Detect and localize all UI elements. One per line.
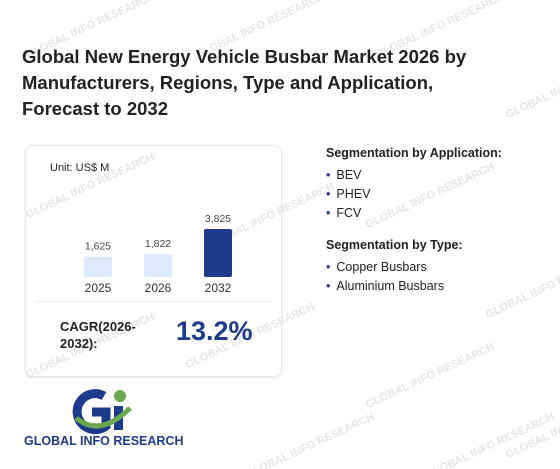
separator <box>36 301 271 302</box>
unit: Unit: US$ M <box>50 162 110 174</box>
segment-item: BEV <box>326 168 502 182</box>
watermark: GLOBAL INFO RESEARCH <box>244 410 377 469</box>
bar <box>204 229 232 277</box>
market-card: Unit: US$ M 1,625 2025 1,822 2026 3,825 2032 … <box>25 145 282 377</box>
segment-item: PHEV <box>326 187 502 201</box>
segment-item: FCV <box>326 206 502 220</box>
segment-heading: Segmentation by Application: <box>326 146 502 160</box>
segment-heading: Segmentation by Type: <box>326 238 463 252</box>
cagr-value: 13.2% <box>176 316 253 346</box>
watermark: GLOBAL INFO RESEARCH <box>504 51 560 122</box>
bar <box>84 256 112 277</box>
segments: Segmentation by Application:BEVPHEVFCVSe… <box>326 146 502 311</box>
value-label: 1,625 <box>85 241 111 253</box>
segment-item: Aluminium Busbars <box>326 279 502 293</box>
logo <box>72 389 132 435</box>
x-tick-label: 2026 <box>145 281 172 295</box>
x-tick-label: 2025 <box>85 281 112 295</box>
bar <box>144 254 172 277</box>
x-tick-label: 2032 <box>205 281 232 295</box>
segment-item: Copper Busbars <box>326 260 502 274</box>
value-label: 3,825 <box>205 213 231 225</box>
segment-group: Segmentation by Application: BEV PHEV FCV <box>326 146 502 220</box>
value-label: 1,822 <box>145 238 171 250</box>
bar-chart: 1,625 2025 1,822 2026 3,825 2032 <box>84 213 232 295</box>
title: Global New Energy Vehicle Busbar Market … <box>22 46 467 119</box>
watermark: GLOBAL INFO RESEARCH <box>364 340 497 412</box>
cagr-label: CAGR(2026-2032): <box>60 319 136 351</box>
segment-group: Segmentation by Type: Copper Busbars Alumi… <box>326 238 502 293</box>
logo-text: GLOBAL INFO RESEARCH <box>24 434 184 448</box>
